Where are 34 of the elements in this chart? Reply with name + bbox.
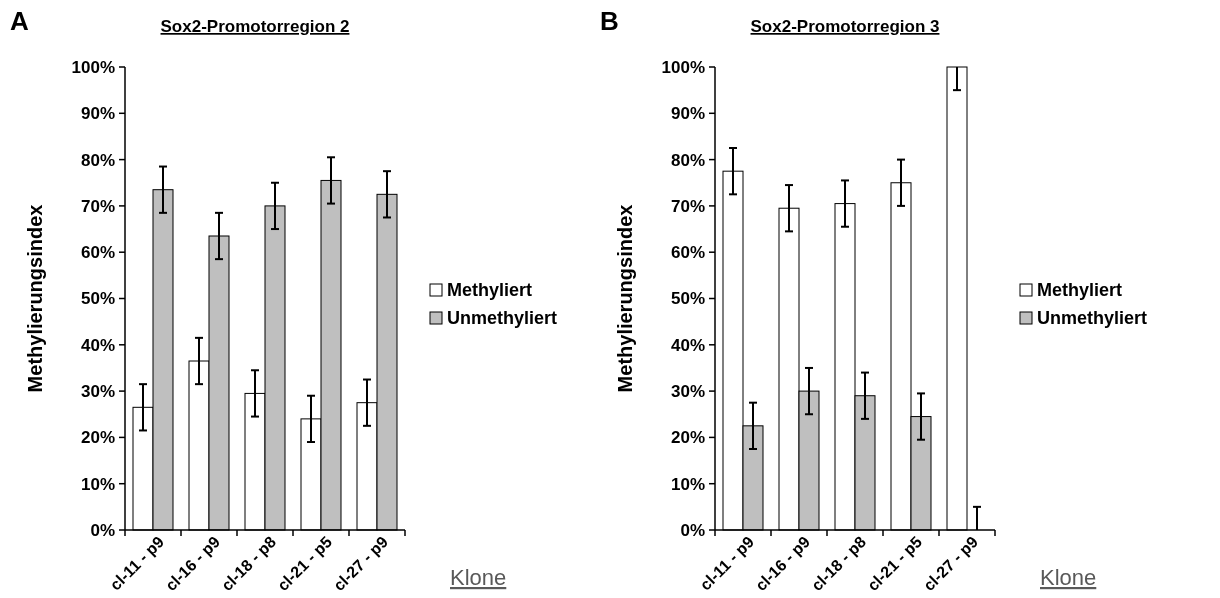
chart-title: Sox2-Promotorregion 3 xyxy=(750,17,940,36)
y-tick-label: 70% xyxy=(80,196,115,216)
chart-title: Sox2-Promotorregion 2 xyxy=(160,17,350,36)
y-axis-title: Methylierungsindex xyxy=(24,204,46,393)
x-axis-title: Klone xyxy=(450,565,507,590)
y-tick-label: 0% xyxy=(90,520,115,540)
y-tick-label: 0% xyxy=(680,520,705,540)
y-tick-label: 70% xyxy=(670,196,705,216)
y-tick-label: 20% xyxy=(670,428,705,448)
y-tick-label: 100% xyxy=(71,57,115,77)
y-tick-label: 60% xyxy=(80,243,115,263)
text: B xyxy=(600,6,619,36)
y-tick-label: 30% xyxy=(80,382,115,402)
y-tick-label: 30% xyxy=(670,382,705,402)
y-tick-label: 10% xyxy=(80,474,115,494)
y-tick-label: 20% xyxy=(80,428,115,448)
y-axis-title: Methylierungsindex xyxy=(614,204,636,393)
y-tick-label: 40% xyxy=(80,335,115,355)
y-tick-label: 10% xyxy=(670,474,705,494)
legend-label: Unmethyliert xyxy=(447,308,558,329)
y-tick-label: 80% xyxy=(80,150,115,170)
x-axis-title: Klone xyxy=(1040,565,1097,590)
y-tick-label: 50% xyxy=(670,289,705,309)
text: A xyxy=(10,6,29,36)
legend-label: Unmethyliert xyxy=(1037,308,1148,329)
legend-label: Methyliert xyxy=(447,280,533,301)
legend-label: Methyliert xyxy=(1037,280,1123,301)
y-tick-label: 80% xyxy=(670,150,705,170)
y-tick-label: 90% xyxy=(80,104,115,124)
y-tick-label: 50% xyxy=(80,289,115,309)
y-tick-label: 60% xyxy=(670,243,705,263)
y-tick-label: 90% xyxy=(670,104,705,124)
y-tick-label: 100% xyxy=(661,57,705,77)
y-tick-label: 40% xyxy=(670,335,705,355)
